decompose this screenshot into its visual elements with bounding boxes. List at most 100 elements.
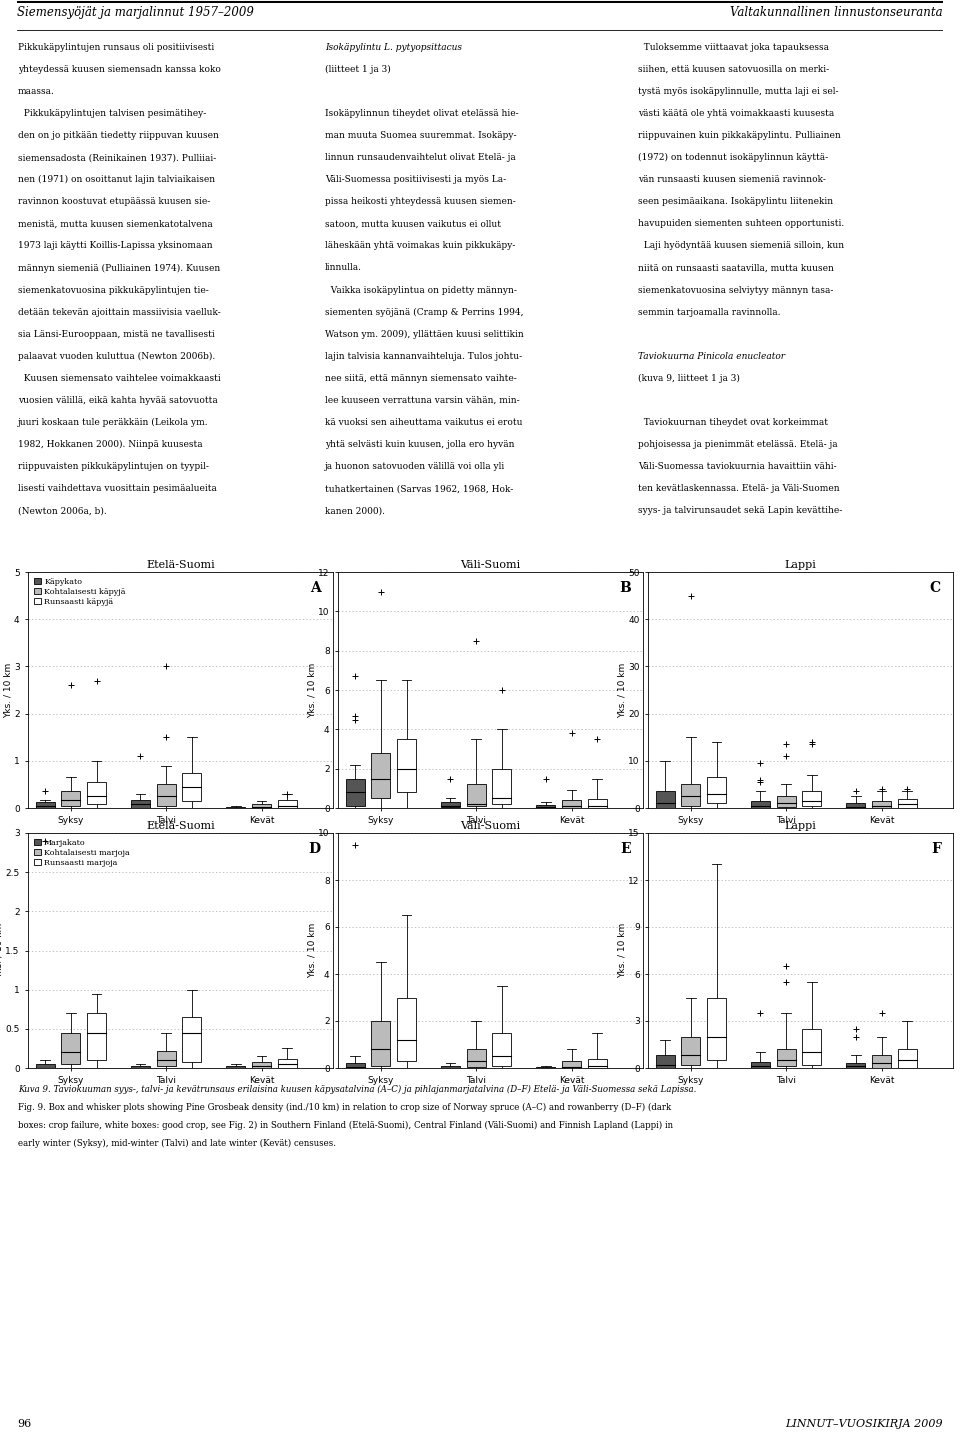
Text: Taviokuurnan tiheydet ovat korkeimmat: Taviokuurnan tiheydet ovat korkeimmat [638, 418, 828, 427]
Text: den on jo pitkään tiedetty riippuvan kuusen: den on jo pitkään tiedetty riippuvan kuu… [18, 131, 219, 140]
Bar [803, 1028, 822, 1064]
Title: Väli-Suomi: Väli-Suomi [461, 559, 520, 570]
Bar [346, 779, 365, 806]
Text: siemenkatovuosina pikkukäpylintujen tie-: siemenkatovuosina pikkukäpylintujen tie- [18, 286, 208, 294]
Text: västi käätä ole yhtä voimakkaasti kuusesta: västi käätä ole yhtä voimakkaasti kuuses… [638, 110, 834, 118]
Text: pohjoisessa ja pienimmät etelässä. Etelä- ja: pohjoisessa ja pienimmät etelässä. Etelä… [638, 440, 838, 448]
Y-axis label: Yks. / 10 km: Yks. / 10 km [308, 662, 317, 718]
Text: Väli-Suomessa positiivisesti ja myös La-: Väli-Suomessa positiivisesti ja myös La- [325, 174, 506, 185]
Bar [751, 800, 770, 808]
Bar [372, 753, 391, 799]
Bar [252, 1061, 271, 1069]
Text: detään tekevän ajoittain massiivisia vaelluk-: detään tekevän ajoittain massiivisia vae… [18, 307, 221, 317]
Text: sia Länsi-Eurooppaan, mistä ne tavallisesti: sia Länsi-Eurooppaan, mistä ne tavallise… [18, 330, 215, 339]
Text: tystä myös isokäpylinnulle, mutta laji ei sel-: tystä myös isokäpylinnulle, mutta laji e… [638, 87, 838, 95]
Bar [397, 740, 416, 792]
Text: semmin tarjoamalla ravinnolla.: semmin tarjoamalla ravinnolla. [638, 307, 780, 317]
Text: lee kuuseen verrattuna varsin vähän, min-: lee kuuseen verrattuna varsin vähän, min… [325, 397, 519, 405]
Legend: Käpykato, Kohtalaisesti käpyjä, Runsaasti käpyjä: Käpykato, Kohtalaisesti käpyjä, Runsaast… [32, 575, 128, 607]
Bar [467, 784, 486, 806]
Text: (1972) on todennut isokäpylinnun käyttä-: (1972) on todennut isokäpylinnun käyttä- [638, 153, 828, 162]
Text: läheskään yhtä voimakas kuin pikkukäpy-: läheskään yhtä voimakas kuin pikkukäpy- [325, 241, 516, 251]
Text: ravinnon koostuvat etupäässä kuusen sie-: ravinnon koostuvat etupäässä kuusen sie- [18, 198, 210, 206]
Text: kanen 2000).: kanen 2000). [325, 506, 385, 515]
Title: Väli-Suomi: Väli-Suomi [461, 820, 520, 831]
Text: siementen syöjänä (Cramp & Perrins 1994,: siementen syöjänä (Cramp & Perrins 1994, [325, 307, 523, 317]
Text: ja huonon satovuoden välillä voi olla yli: ja huonon satovuoden välillä voi olla yl… [325, 463, 505, 472]
Text: nen (1971) on osoittanut lajin talviaikaisen: nen (1971) on osoittanut lajin talviaika… [18, 174, 215, 185]
Text: yhteydessä kuusen siemensadn kanssa koko: yhteydessä kuusen siemensadn kanssa koko [18, 65, 221, 74]
Bar [656, 792, 675, 808]
Bar [36, 802, 55, 808]
Text: Valtakunnallinen linnustonseuranta: Valtakunnallinen linnustonseuranta [731, 6, 943, 19]
Text: menistä, mutta kuusen siemenkatotalvena: menistä, mutta kuusen siemenkatotalvena [18, 219, 213, 228]
Text: lisesti vaihdettava vuosittain pesimäalueita: lisesti vaihdettava vuosittain pesimäalu… [18, 485, 217, 493]
Text: early winter (Syksy), mid-winter (Talvi) and late winter (Kevät) censuses.: early winter (Syksy), mid-winter (Talvi)… [18, 1139, 336, 1148]
Text: pissa heikosti yhteydessä kuusen siemen-: pissa heikosti yhteydessä kuusen siemen- [325, 198, 516, 206]
Text: D: D [309, 842, 321, 857]
Text: riippuvainen kuin pikkakäpylintu. Pulliainen: riippuvainen kuin pikkakäpylintu. Pullia… [638, 131, 841, 140]
Text: ten kevätlaskennassa. Etelä- ja Väli-Suomen: ten kevätlaskennassa. Etelä- ja Väli-Suo… [638, 485, 840, 493]
Text: Tuloksemme viittaavat joka tapauksessa: Tuloksemme viittaavat joka tapauksessa [638, 43, 829, 52]
Bar [346, 1063, 365, 1069]
Text: Pikkukäpylintujen talvisen pesimätihey-: Pikkukäpylintujen talvisen pesimätihey- [18, 110, 206, 118]
Bar [872, 1056, 891, 1069]
Text: linnun runsaudenvaihtelut olivat Etelä- ja: linnun runsaudenvaihtelut olivat Etelä- … [325, 153, 516, 162]
Text: 1982, Hokkanen 2000). Niinpä kuusesta: 1982, Hokkanen 2000). Niinpä kuusesta [18, 440, 203, 450]
Text: yhtä selvästi kuin kuusen, jolla ero hyvän: yhtä selvästi kuin kuusen, jolla ero hyv… [325, 440, 515, 448]
Title: Etelä-Suomi: Etelä-Suomi [146, 820, 215, 831]
Text: lajin talvisia kannanvaihteluja. Tulos johtu-: lajin talvisia kannanvaihteluja. Tulos j… [325, 352, 522, 360]
Text: riippuvaisten pikkukäpylintujen on tyypil-: riippuvaisten pikkukäpylintujen on tyypi… [18, 463, 209, 472]
Title: Lappi: Lappi [784, 559, 816, 570]
Text: C: C [929, 581, 941, 596]
Text: syys- ja talvirunsaudet sekä Lapin kevättihe-: syys- ja talvirunsaudet sekä Lapin kevät… [638, 506, 842, 515]
Text: kä vuoksi sen aiheuttama vaikutus ei erotu: kä vuoksi sen aiheuttama vaikutus ei ero… [325, 418, 522, 427]
Text: (kuva 9, liitteet 1 ja 3): (kuva 9, liitteet 1 ja 3) [638, 373, 740, 384]
Bar [492, 769, 512, 805]
Bar [131, 799, 150, 808]
Text: havupuiden siementen suhteen opportunisti.: havupuiden siementen suhteen opportunist… [638, 219, 844, 228]
Text: Kuva 9. Taviokuuman syys-, talvi- ja kevätrunsaus erilaisina kuusen käpysatalvin: Kuva 9. Taviokuuman syys-, talvi- ja kev… [18, 1084, 696, 1093]
Bar [156, 1051, 176, 1067]
Bar [227, 1067, 246, 1069]
Bar [847, 1063, 865, 1069]
Bar [588, 799, 607, 808]
Text: 96: 96 [17, 1419, 32, 1429]
Bar [898, 799, 917, 808]
Y-axis label: Yks. / 10 km: Yks. / 10 km [618, 923, 627, 978]
Y-axis label: Yks. / 10 km: Yks. / 10 km [0, 923, 4, 978]
Bar [803, 792, 822, 806]
Bar [87, 782, 107, 805]
Bar [87, 1014, 107, 1060]
Text: seen pesimäaikana. Isokäpylintu liitenekin: seen pesimäaikana. Isokäpylintu liitenek… [638, 198, 833, 206]
Text: satoon, mutta kuusen vaikutus ei ollut: satoon, mutta kuusen vaikutus ei ollut [325, 219, 501, 228]
Bar [562, 800, 581, 808]
Text: Isokäpylinnun tiheydet olivat etelässä hie-: Isokäpylinnun tiheydet olivat etelässä h… [325, 110, 518, 118]
Text: 1973 laji käytti Koillis-Lapissa yksinomaan: 1973 laji käytti Koillis-Lapissa yksinom… [18, 241, 212, 251]
Text: vuosien välillä, eikä kahta hyvää satovuotta: vuosien välillä, eikä kahta hyvää satovu… [18, 397, 218, 405]
Bar [682, 1037, 701, 1064]
Text: Laji hyödyntää kuusen siemeniä silloin, kun: Laji hyödyntää kuusen siemeniä silloin, … [638, 241, 844, 251]
Text: siemensadosta (Reinikainen 1937). Pulliiai-: siemensadosta (Reinikainen 1937). Pullii… [18, 153, 216, 162]
Bar [397, 998, 416, 1061]
Bar [537, 805, 555, 808]
Bar [847, 803, 865, 808]
Bar [656, 1056, 675, 1069]
Text: (liitteet 1 ja 3): (liitteet 1 ja 3) [325, 65, 391, 74]
Text: Pikkukäpylintujen runsaus oli positiivisesti: Pikkukäpylintujen runsaus oli positiivis… [18, 43, 214, 52]
Text: F: F [931, 842, 941, 857]
Bar [36, 1064, 55, 1069]
Bar [492, 1032, 512, 1066]
Title: Etelä-Suomi: Etelä-Suomi [146, 559, 215, 570]
Bar [708, 777, 726, 803]
Text: A: A [310, 581, 321, 596]
Text: vän runsaasti kuusen siemeniä ravinnok-: vän runsaasti kuusen siemeniä ravinnok- [638, 174, 826, 185]
Bar [777, 796, 796, 806]
Bar [467, 1050, 486, 1067]
Bar [61, 1032, 81, 1064]
Text: Vaikka isokäpylintua on pidetty männyn-: Vaikka isokäpylintua on pidetty männyn- [325, 286, 516, 294]
Bar [441, 1066, 460, 1069]
Text: palaavat vuoden kuluttua (Newton 2006b).: palaavat vuoden kuluttua (Newton 2006b). [18, 352, 215, 360]
Bar [872, 800, 891, 808]
Bar [182, 773, 202, 800]
